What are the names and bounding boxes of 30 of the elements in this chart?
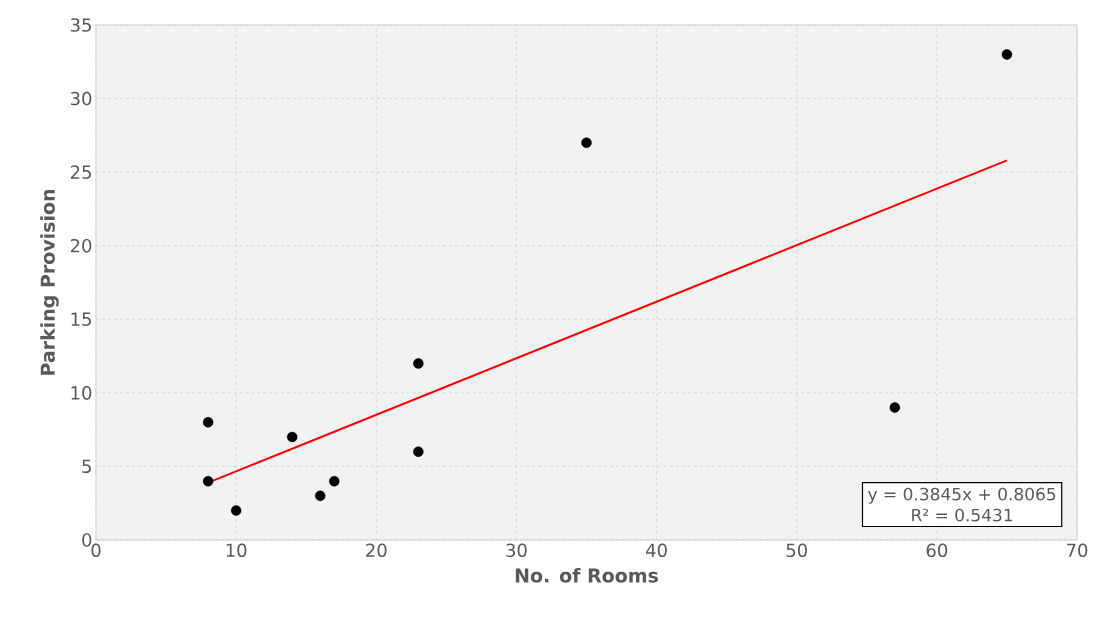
x-tick-label: 10 [226,543,247,558]
point [287,431,298,443]
point [230,505,242,516]
point [315,490,326,502]
y-tick-label: 25 [70,165,91,179]
y-axis-title: Parking Provision [40,189,59,375]
point [1001,49,1013,60]
y-tick-label: 35 [70,18,91,32]
y-tick-label: 5 [82,459,91,474]
y-tick-label: 30 [70,91,92,106]
y-tick-label: 0 [82,533,92,547]
annotation: R² = 0.5431 [912,508,1013,522]
point [329,475,340,487]
point [581,137,592,148]
annotation: y = 0.3845x + 0.8065 [868,487,1056,504]
point [202,417,214,428]
point [413,446,424,457]
x-tick-label: 30 [506,543,527,558]
point [889,402,901,413]
point [413,358,424,369]
y-tick-label: 15 [71,312,91,326]
y-tick-label: 20 [70,238,92,253]
x-tick-label: 40 [646,543,667,558]
x-tick-label: 20 [366,543,387,558]
x-axis-title: No. of Rooms [515,567,658,583]
x-tick-label: 50 [786,543,807,558]
point [202,475,214,487]
x-tick-label: 70 [1067,543,1088,558]
y-tick-label: 10 [71,386,92,400]
x-tick-label: 60 [926,543,948,558]
